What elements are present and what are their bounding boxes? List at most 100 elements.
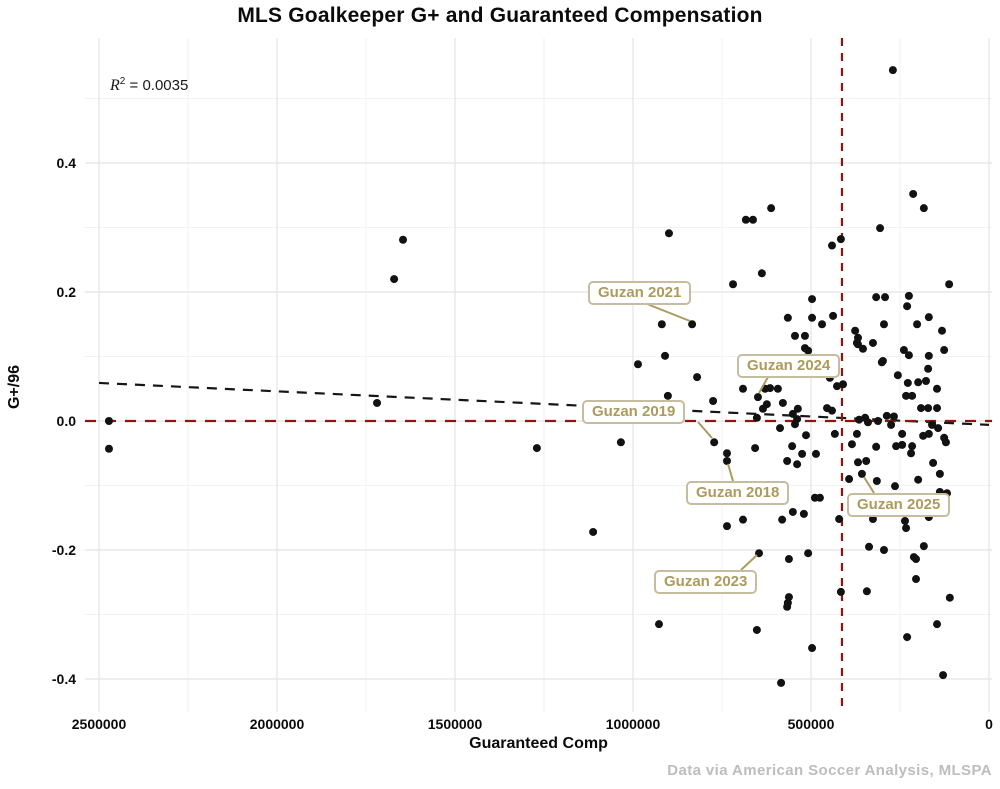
- data-point: [934, 424, 943, 433]
- data-point: [904, 351, 913, 360]
- data-point: [909, 189, 918, 198]
- y-axis-tick-label: -0.4: [51, 671, 76, 687]
- data-point: [836, 235, 845, 244]
- data-point: [891, 482, 900, 491]
- data-point: [917, 404, 926, 413]
- y-axis-tick-label: 0.0: [56, 413, 76, 429]
- data-point: [865, 542, 874, 551]
- data-point: [818, 320, 827, 329]
- data-point: [938, 326, 947, 335]
- data-point: [903, 302, 912, 311]
- data-point: [893, 371, 902, 380]
- data-point: [868, 515, 877, 524]
- data-point: [887, 420, 896, 429]
- data-point: [851, 326, 860, 335]
- annotation-label: Guzan 2023: [654, 570, 758, 594]
- data-point: [913, 320, 922, 329]
- data-point: [852, 429, 861, 438]
- chart-title: MLS Goalkeeper G+ and Guaranteed Compens…: [237, 4, 763, 27]
- data-point: [693, 373, 702, 382]
- data-point: [879, 546, 888, 554]
- data-point: [904, 291, 913, 300]
- data-point: [104, 417, 113, 425]
- data-point: [929, 458, 938, 467]
- data-point: [804, 346, 813, 355]
- data-point: [783, 313, 792, 322]
- annotation-leader-line: [863, 476, 875, 494]
- data-point: [798, 449, 807, 458]
- data-point: [752, 413, 761, 422]
- data-point: [766, 384, 775, 393]
- annotation-label: Guzan 2018: [686, 481, 790, 505]
- data-source-credit: Data via American Soccer Analysis, MLSPA: [667, 762, 992, 779]
- data-point: [800, 331, 809, 340]
- y-axis-tick-label: -0.2: [51, 542, 76, 558]
- annotation-leader-line: [758, 376, 769, 394]
- data-point: [757, 269, 766, 278]
- data-point: [912, 555, 921, 564]
- data-point: [688, 320, 697, 329]
- data-point: [877, 358, 886, 367]
- annotation-label: Guzan 2024: [737, 354, 841, 378]
- data-point: [908, 442, 917, 451]
- data-point: [729, 280, 738, 289]
- data-point: [903, 633, 912, 642]
- data-point: [902, 391, 911, 400]
- annotation-label: Guzan 2019: [582, 400, 686, 424]
- data-point: [532, 444, 541, 453]
- data-point: [855, 415, 864, 424]
- data-point: [832, 382, 841, 391]
- x-axis-title: Guaranteed Comp: [469, 735, 608, 752]
- data-point: [784, 555, 793, 564]
- r-squared-symbol: R: [110, 77, 120, 94]
- data-point: [748, 215, 757, 224]
- data-point: [808, 313, 817, 322]
- data-point: [899, 346, 908, 355]
- data-point: [654, 620, 663, 629]
- data-point: [788, 507, 797, 516]
- data-point: [907, 449, 916, 458]
- data-point: [783, 602, 792, 611]
- data-point: [104, 444, 113, 453]
- annotation-leader-line: [740, 554, 758, 571]
- data-point: [876, 224, 885, 233]
- data-point: [799, 509, 808, 518]
- data-point: [657, 320, 666, 329]
- data-point: [390, 275, 399, 284]
- data-point: [941, 438, 950, 447]
- data-point: [661, 351, 670, 360]
- data-point: [722, 522, 731, 531]
- data-point: [616, 438, 625, 447]
- data-point: [868, 338, 877, 347]
- x-axis-tick-label: 2500000: [71, 716, 127, 732]
- data-point: [751, 444, 760, 453]
- r-squared-value: = 0.0035: [125, 77, 189, 94]
- data-point: [758, 404, 767, 413]
- data-point: [914, 475, 923, 484]
- data-point: [788, 442, 797, 451]
- data-point: [933, 384, 942, 393]
- data-point: [776, 424, 785, 433]
- data-point: [861, 413, 870, 422]
- data-point: [933, 620, 942, 629]
- data-point: [862, 456, 871, 465]
- y-axis-tick-label: 0.4: [56, 155, 76, 171]
- data-point: [933, 404, 942, 413]
- data-point: [741, 215, 750, 224]
- x-axis-tick-label: 2000000: [249, 716, 305, 732]
- data-point: [739, 384, 748, 393]
- data-point: [811, 449, 820, 458]
- data-point: [802, 431, 811, 440]
- data-point: [940, 346, 949, 355]
- data-point: [853, 333, 862, 342]
- data-point: [783, 456, 792, 465]
- data-point: [753, 393, 762, 402]
- data-point: [773, 384, 782, 393]
- data-point: [939, 671, 948, 680]
- data-point: [881, 293, 890, 302]
- data-point: [898, 440, 907, 449]
- data-point: [589, 527, 598, 536]
- data-point: [664, 229, 673, 238]
- y-axis-tick-label: 0.2: [56, 284, 76, 300]
